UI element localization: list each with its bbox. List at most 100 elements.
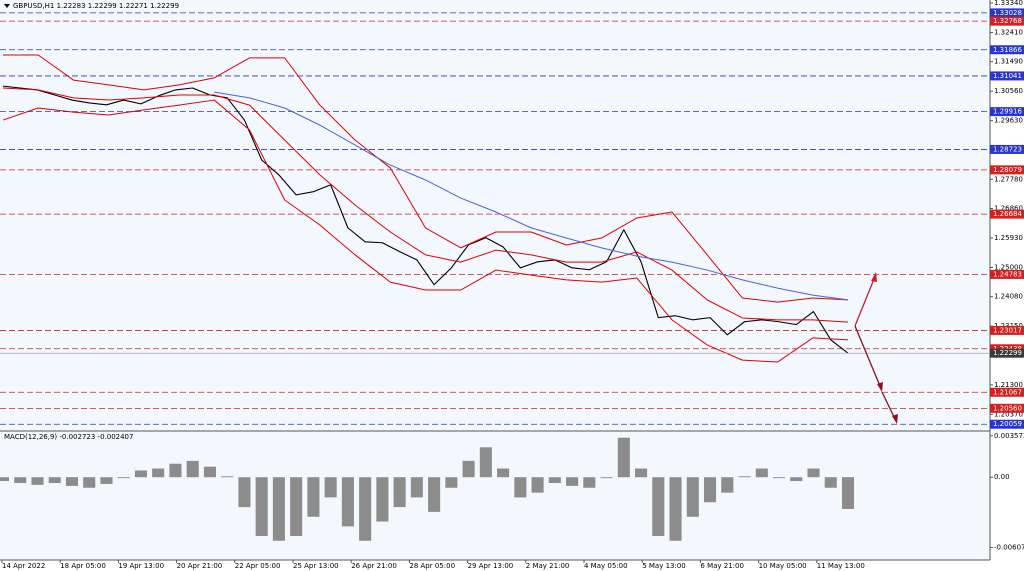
arrow-up bbox=[854, 278, 875, 327]
y-tick-label: 1.25930 bbox=[994, 234, 1023, 242]
level-label: 1.32768 bbox=[993, 17, 1022, 25]
macd-bar bbox=[272, 477, 285, 541]
y-tick-label: -0.006072 bbox=[994, 544, 1024, 552]
y-tick-label: 1.27780 bbox=[994, 175, 1023, 183]
macd-bar bbox=[738, 476, 751, 478]
macd-bar bbox=[117, 477, 130, 479]
level-label-box bbox=[990, 403, 1024, 413]
y-tick-label: 1.30560 bbox=[994, 87, 1023, 95]
indicator-line bbox=[214, 91, 849, 301]
indicator-line bbox=[2, 87, 849, 323]
y-tick-label: 1.29630 bbox=[994, 117, 1023, 125]
macd-bar bbox=[100, 477, 113, 484]
macd-bar bbox=[841, 477, 855, 509]
macd-bar bbox=[704, 477, 717, 503]
level-label: 1.28079 bbox=[993, 166, 1022, 174]
macd-bar bbox=[755, 468, 768, 478]
x-tick-label: 29 Apr 13:00 bbox=[468, 562, 514, 570]
level-label-box bbox=[990, 107, 1024, 117]
level-label-box bbox=[990, 8, 1024, 18]
y-tick-label: 1.32410 bbox=[994, 29, 1023, 37]
macd-bar bbox=[359, 477, 372, 541]
x-tick-label: 11 May 13:00 bbox=[817, 562, 865, 570]
macd-bar bbox=[790, 477, 803, 482]
macd-bar bbox=[548, 477, 561, 484]
x-tick-label: 22 Apr 05:00 bbox=[235, 562, 281, 570]
y-tick-label: 1.20370 bbox=[994, 410, 1023, 418]
price-line bbox=[2, 85, 849, 354]
forecast-arrows bbox=[854, 272, 898, 424]
level-label: 1.28723 bbox=[993, 145, 1022, 153]
plot-background bbox=[0, 0, 990, 560]
y-tick-label: 1.21300 bbox=[994, 381, 1023, 389]
macd-bar bbox=[393, 477, 406, 508]
macd-bar bbox=[462, 460, 475, 478]
macd-bar bbox=[669, 477, 682, 541]
macd-bar bbox=[290, 477, 303, 536]
macd-bar bbox=[497, 468, 510, 478]
macd-bar bbox=[617, 437, 630, 478]
level-label-box bbox=[990, 269, 1024, 279]
level-label: 1.23017 bbox=[993, 326, 1022, 334]
x-tick-label: 2 May 21:00 bbox=[526, 562, 570, 570]
indicator-line bbox=[2, 99, 849, 363]
macd-bar bbox=[255, 477, 268, 536]
y-tick-label: 0.00 bbox=[994, 473, 1010, 481]
level-label-box bbox=[990, 419, 1024, 429]
macd-bar bbox=[65, 477, 79, 486]
arrow-down bbox=[881, 391, 896, 420]
level-label-box bbox=[990, 144, 1024, 154]
current-price-box bbox=[990, 348, 1024, 358]
macd-bar bbox=[307, 477, 320, 517]
arrow-head bbox=[892, 414, 898, 424]
macd-bar bbox=[824, 477, 837, 488]
level-label-box bbox=[990, 387, 1024, 397]
y-tick-label: 1.24080 bbox=[994, 293, 1023, 301]
current-price-label: 1.22299 bbox=[993, 349, 1022, 357]
macd-bar bbox=[807, 468, 820, 478]
arrow-head bbox=[877, 382, 883, 392]
y-tick-label: 0.003572 bbox=[994, 432, 1024, 440]
macd-bar bbox=[134, 470, 147, 478]
menu-icon bbox=[4, 4, 10, 8]
macd-bar bbox=[169, 463, 182, 478]
macd-bar bbox=[479, 447, 492, 478]
level-label: 1.29916 bbox=[993, 108, 1022, 116]
macd-bar bbox=[635, 468, 648, 478]
macd-bar bbox=[566, 477, 579, 486]
macd-bar bbox=[0, 477, 10, 482]
macd-bar bbox=[376, 477, 389, 522]
macd-bar bbox=[324, 477, 337, 498]
level-label: 1.31866 bbox=[993, 46, 1022, 54]
level-label-box bbox=[990, 16, 1024, 26]
macd-bar bbox=[600, 477, 613, 479]
macd-bar bbox=[238, 477, 251, 508]
x-tick-label: 4 May 05:00 bbox=[584, 562, 628, 570]
macd-bar bbox=[48, 477, 61, 484]
macd-bar bbox=[445, 477, 458, 488]
macd-bar bbox=[531, 477, 544, 493]
macd-bar bbox=[686, 477, 699, 517]
arrow-head bbox=[871, 272, 877, 282]
level-label: 1.20059 bbox=[993, 420, 1022, 428]
macd-bar bbox=[428, 477, 441, 512]
level-label: 1.21067 bbox=[993, 388, 1022, 396]
x-tick-label: 25 Apr 13:00 bbox=[293, 562, 339, 570]
level-label-box bbox=[990, 325, 1024, 335]
y-tick-label: 1.33340 bbox=[994, 0, 1023, 7]
macd-bar bbox=[514, 477, 527, 498]
indicator-line bbox=[3, 54, 849, 303]
price-title: GBPUSD,H1 1.22283 1.22299 1.22271 1.2229… bbox=[13, 2, 179, 10]
macd-bar bbox=[186, 460, 199, 478]
y-tick-label: 1.26860 bbox=[994, 205, 1023, 213]
macd-bar bbox=[14, 477, 27, 484]
level-label-box bbox=[990, 165, 1024, 175]
macd-bar bbox=[31, 477, 44, 485]
macd-bar bbox=[772, 477, 786, 479]
level-label: 1.33028 bbox=[993, 9, 1022, 17]
macd-bar bbox=[652, 477, 665, 536]
y-tick-label: 1.31490 bbox=[994, 58, 1023, 66]
x-tick-label: 14 Apr 2022 bbox=[2, 562, 45, 570]
x-tick-label: 18 Apr 05:00 bbox=[60, 562, 106, 570]
